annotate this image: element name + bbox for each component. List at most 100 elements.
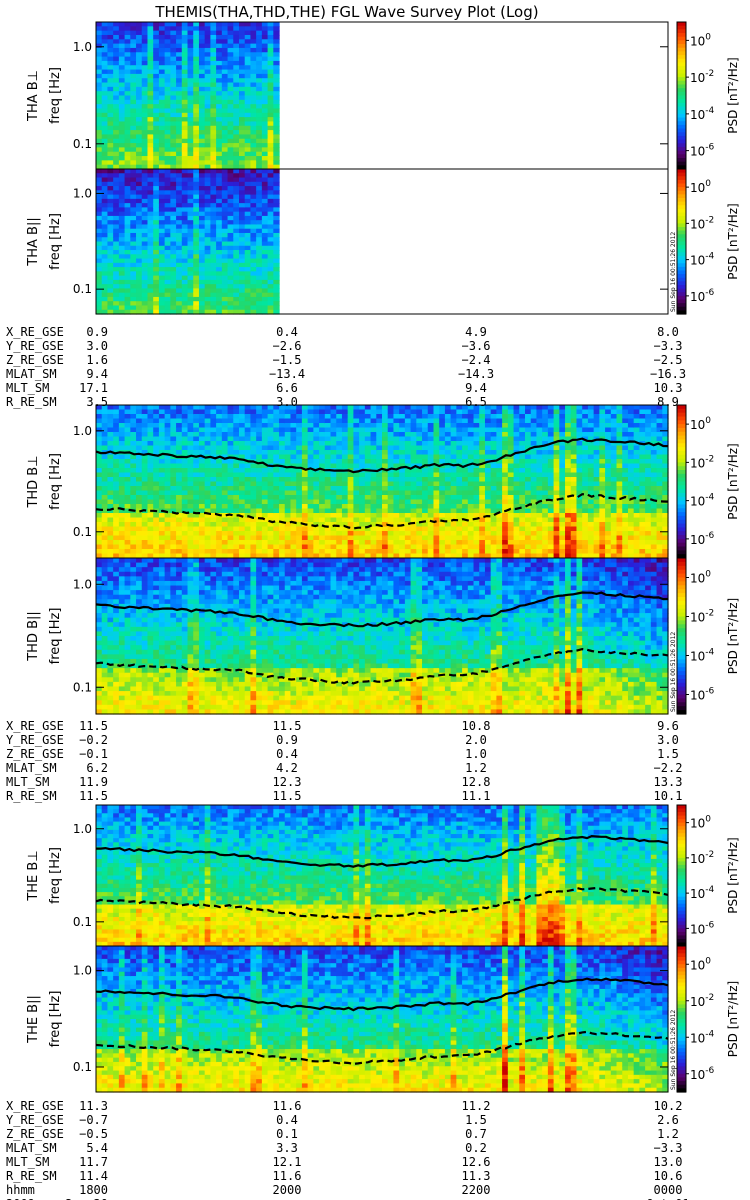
spectrogram-cell bbox=[227, 436, 234, 442]
spectrogram-cell bbox=[250, 151, 257, 157]
spectrogram-cell bbox=[176, 34, 183, 40]
spectrogram-cell bbox=[433, 459, 440, 465]
spectrogram-cell bbox=[467, 432, 475, 438]
spectrogram-cell bbox=[221, 237, 229, 243]
spectrogram-cell bbox=[124, 117, 131, 123]
spectrogram-cell bbox=[170, 486, 177, 492]
spectrogram-cell bbox=[204, 549, 211, 555]
spectrogram-cell bbox=[101, 194, 109, 200]
spectrogram-cell bbox=[96, 39, 103, 45]
spectrogram-cell bbox=[130, 60, 137, 66]
spectrogram-cell bbox=[147, 414, 154, 420]
spectrogram-cell bbox=[158, 39, 166, 45]
spectrogram-cell bbox=[433, 436, 440, 442]
spectrogram-cell bbox=[393, 459, 400, 465]
spectrogram-cell bbox=[256, 309, 263, 315]
spectrogram-cell bbox=[130, 34, 137, 40]
spectrogram-cell bbox=[147, 499, 154, 505]
spectrogram-cell bbox=[507, 472, 515, 478]
spectrogram-cell bbox=[256, 445, 263, 451]
spectrogram-cell bbox=[387, 463, 395, 469]
spectrogram-cell bbox=[290, 490, 297, 496]
spectrogram-cell bbox=[336, 553, 343, 559]
spectrogram-cell bbox=[473, 535, 480, 541]
spectrogram-cell bbox=[124, 26, 131, 32]
spectrogram-cell bbox=[250, 409, 257, 415]
spectrogram-cell bbox=[96, 173, 103, 179]
spectrogram-cell bbox=[198, 522, 206, 528]
colorbar-tick-label: 10-6 bbox=[690, 143, 715, 159]
spectrogram-cell bbox=[273, 104, 280, 110]
spectrogram-cell bbox=[444, 553, 452, 559]
spectrogram-cell bbox=[542, 459, 549, 465]
spectrogram-cell bbox=[181, 245, 189, 251]
spectrogram-cell bbox=[204, 477, 211, 483]
spectrogram-cell bbox=[198, 237, 206, 243]
spectrogram-cell bbox=[181, 535, 189, 541]
spectrogram-cell bbox=[382, 495, 389, 501]
colorbar-segment bbox=[677, 58, 686, 64]
spectrogram-cell bbox=[261, 245, 269, 251]
colorbar-segment bbox=[677, 124, 686, 130]
spectrogram-cell bbox=[198, 301, 206, 307]
spectrogram-cell bbox=[473, 405, 480, 411]
spectrogram-cell bbox=[233, 125, 240, 131]
spectrogram-cell bbox=[221, 504, 229, 510]
spectrogram-cell bbox=[319, 427, 326, 433]
spectrogram-cell bbox=[141, 454, 149, 460]
spectrogram-cell bbox=[387, 526, 395, 532]
spectrogram-cell bbox=[462, 504, 469, 510]
spectrogram-cell bbox=[267, 69, 274, 75]
spectrogram-cell bbox=[233, 508, 240, 514]
spectrogram-cell bbox=[307, 472, 314, 478]
spectrogram-cell bbox=[170, 292, 177, 298]
spectrogram-cell bbox=[519, 441, 526, 447]
spectrogram-cell bbox=[147, 309, 154, 315]
spectrogram-cell bbox=[244, 254, 252, 260]
spectrogram-cell bbox=[496, 535, 503, 541]
spectrogram-cell bbox=[359, 423, 366, 429]
spectrogram-cell bbox=[330, 459, 337, 465]
spectrogram-cell bbox=[261, 481, 269, 487]
spectrogram-cell bbox=[204, 151, 211, 157]
colorbar-segment bbox=[677, 102, 686, 108]
spectrogram-cell bbox=[542, 508, 549, 514]
spectrogram-cell bbox=[210, 91, 217, 97]
spectrogram-cell bbox=[113, 526, 120, 532]
spectrogram-cell bbox=[164, 245, 171, 251]
spectrogram-cell bbox=[250, 499, 257, 505]
spectrogram-cell bbox=[530, 540, 538, 546]
spectrogram-cell bbox=[141, 22, 149, 27]
spectrogram-cell bbox=[216, 284, 223, 290]
spectrogram-cell bbox=[153, 91, 160, 97]
spectrogram-cell bbox=[176, 450, 183, 456]
spectrogram-cell bbox=[136, 104, 143, 110]
spectrogram-cell bbox=[330, 526, 337, 532]
spectrogram-cell bbox=[181, 459, 189, 465]
spectrogram-cell bbox=[113, 284, 120, 290]
spectrogram-cell bbox=[164, 490, 171, 496]
colorbar-tick-exponent: 0 bbox=[705, 32, 711, 42]
spectrogram-cell bbox=[267, 198, 274, 204]
spectrogram-cell bbox=[124, 508, 131, 514]
spectrogram-cell bbox=[273, 271, 280, 277]
spectrogram-cell bbox=[118, 112, 126, 118]
spectrogram-cell bbox=[296, 472, 303, 478]
colorbar-segment bbox=[677, 132, 686, 137]
spectrogram-cell bbox=[216, 232, 223, 238]
spectrogram-cell bbox=[490, 450, 497, 456]
spectrogram-cell bbox=[216, 517, 223, 523]
spectrogram-cell bbox=[176, 43, 183, 49]
spectrogram-cell bbox=[118, 477, 126, 483]
spectrogram-cell bbox=[198, 486, 206, 492]
spectrogram-cell bbox=[267, 241, 274, 247]
spectrogram-cell bbox=[107, 173, 114, 179]
spectrogram-cell bbox=[267, 215, 274, 221]
spectrogram-cell bbox=[147, 22, 154, 27]
spectrogram-cell bbox=[113, 427, 120, 433]
spectrogram-cell bbox=[136, 441, 143, 447]
spectrogram-cell bbox=[107, 468, 114, 474]
spectrogram-cell bbox=[433, 526, 440, 532]
spectrogram-cell bbox=[484, 495, 492, 501]
spectrogram-cell bbox=[170, 130, 177, 136]
